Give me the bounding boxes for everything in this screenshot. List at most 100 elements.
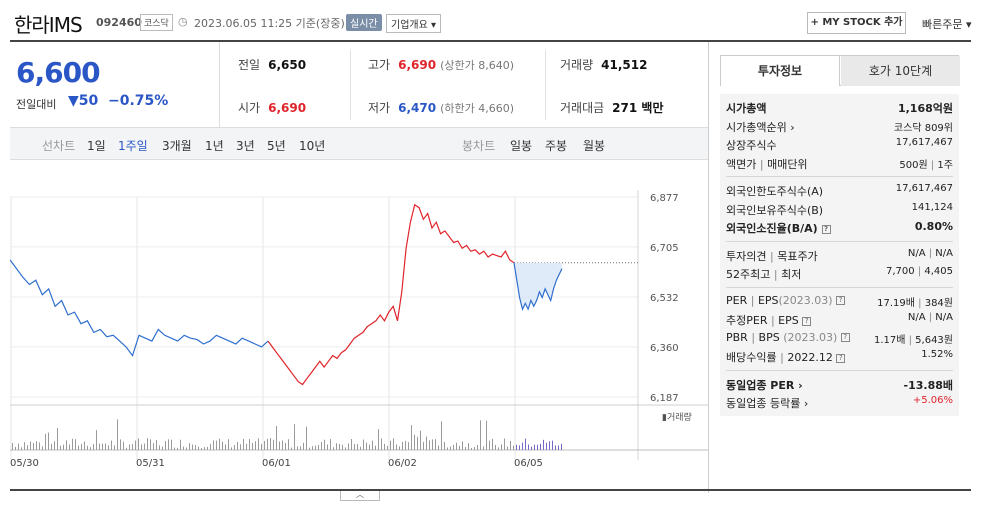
volume-bar bbox=[423, 441, 424, 450]
volume-bar bbox=[555, 445, 556, 450]
volume-bar bbox=[417, 436, 418, 450]
volume-bar bbox=[447, 447, 448, 450]
volume-bar bbox=[348, 443, 349, 450]
tab-weekly[interactable]: 주봉 bbox=[545, 139, 568, 153]
volume-bar bbox=[408, 442, 409, 450]
volume-bar bbox=[210, 443, 211, 450]
volume-bar bbox=[333, 447, 334, 450]
volume-bar bbox=[429, 440, 430, 450]
volume-bar bbox=[276, 426, 277, 450]
volume-bar bbox=[354, 443, 355, 450]
tab-1w[interactable]: 1주일 bbox=[118, 139, 148, 153]
price-series-line bbox=[513, 262, 563, 311]
price-summary: 6,600 전일대비 ▼50 −0.75% bbox=[10, 42, 220, 128]
volume-bar bbox=[51, 443, 52, 450]
volume-bar bbox=[462, 441, 463, 450]
volume-bar bbox=[69, 444, 70, 450]
volume-bar bbox=[222, 441, 223, 450]
volume-bar bbox=[486, 420, 487, 450]
volume-bar bbox=[387, 445, 388, 450]
quick-order-dropdown[interactable]: 빠른주문 ▾ bbox=[922, 18, 972, 31]
volume-bar bbox=[465, 447, 466, 450]
volume-bar bbox=[459, 445, 460, 450]
volume-bar bbox=[84, 441, 85, 450]
volume-bar bbox=[159, 445, 160, 450]
volume-bar bbox=[63, 444, 64, 450]
volume-bar bbox=[456, 442, 457, 450]
volume-bar bbox=[390, 440, 391, 450]
company-overview-dropdown[interactable]: 기업개요 ▾ bbox=[386, 14, 441, 33]
add-mystock-button[interactable]: + MY STOCK 추가 bbox=[807, 12, 906, 34]
realtime-badge[interactable]: 실시간 bbox=[346, 14, 382, 31]
volume-bar bbox=[372, 440, 373, 450]
volume-bar bbox=[507, 446, 508, 450]
tab-daily[interactable]: 일봉 bbox=[510, 139, 533, 153]
volume-bar bbox=[66, 440, 67, 450]
tab-monthly[interactable]: 월봉 bbox=[583, 139, 606, 153]
volume-bar bbox=[288, 439, 289, 450]
current-price: 6,600 bbox=[16, 56, 101, 89]
open-price: 시가 6,690 bbox=[238, 101, 307, 115]
volume-bar bbox=[105, 443, 106, 450]
volume-bar bbox=[510, 440, 511, 450]
volume-bar bbox=[291, 447, 292, 450]
volume-bar bbox=[558, 445, 559, 450]
volume-bar bbox=[324, 439, 325, 450]
price-change: ▼50 bbox=[68, 93, 99, 109]
volume-bar bbox=[330, 439, 331, 450]
volume-bar bbox=[405, 440, 406, 450]
volume-bar bbox=[327, 444, 328, 450]
tab-10y[interactable]: 10년 bbox=[299, 139, 326, 153]
volume-bar bbox=[453, 444, 454, 450]
volume-bar bbox=[312, 446, 313, 450]
price-series-line bbox=[267, 203, 515, 386]
y-tick-label: 6,877 bbox=[650, 193, 679, 204]
volume-bar bbox=[90, 447, 91, 450]
volume-bar bbox=[252, 443, 253, 450]
tab-5y[interactable]: 5년 bbox=[267, 139, 286, 153]
volume-bar bbox=[87, 445, 88, 450]
volume-bar bbox=[216, 440, 217, 450]
volume-bar bbox=[213, 440, 214, 450]
volume-bar bbox=[360, 446, 361, 450]
volume-bar bbox=[414, 434, 415, 450]
volume-bar bbox=[441, 421, 442, 450]
tab-3y[interactable]: 3년 bbox=[236, 139, 255, 153]
y-tick-label: 6,532 bbox=[650, 293, 679, 304]
tab-1d[interactable]: 1일 bbox=[87, 139, 106, 153]
volume-bar bbox=[534, 444, 535, 450]
stock-name: 한라IMS bbox=[14, 13, 83, 37]
volume-bar bbox=[261, 443, 262, 450]
volume-bar bbox=[225, 444, 226, 450]
volume-bar bbox=[546, 442, 547, 450]
volume-bar bbox=[42, 446, 43, 450]
volume-bar bbox=[399, 446, 400, 450]
volume-bar bbox=[57, 427, 58, 450]
tab-3m[interactable]: 3개월 bbox=[162, 139, 192, 153]
volume-bar bbox=[435, 439, 436, 450]
volume-bar bbox=[108, 445, 109, 450]
volume-bar bbox=[525, 438, 526, 450]
volume-bar bbox=[318, 444, 319, 450]
volume-bar bbox=[426, 436, 427, 450]
price-chart[interactable]: 6,877 6,705 6,532 6,360 6,187 05/30 05/31 06/01… bbox=[9, 160, 708, 496]
volume-bar bbox=[489, 440, 490, 450]
volume-bar bbox=[396, 444, 397, 450]
volume-bar bbox=[240, 444, 241, 450]
volume-bar bbox=[264, 440, 265, 450]
volume-bar bbox=[549, 441, 550, 450]
volume-bar bbox=[132, 444, 133, 450]
volume-bar bbox=[30, 441, 31, 450]
volume-bar bbox=[528, 444, 529, 450]
volume-bar bbox=[237, 441, 238, 450]
tab-orderbook-10[interactable]: 호가 10단계 bbox=[841, 56, 960, 86]
tab-invest-info[interactable]: 투자정보 bbox=[721, 56, 840, 86]
collapse-handle[interactable]: ︿ bbox=[340, 491, 380, 501]
candle-chart-label: 봉차트 bbox=[462, 139, 496, 153]
tab-1y[interactable]: 1년 bbox=[205, 139, 224, 153]
volume-bar bbox=[144, 443, 145, 450]
volume-bar bbox=[150, 439, 151, 450]
invest-info-panel: 투자정보 호가 10단계 시가총액 1,168억원 시가총액순위 › 코스닥 809… bbox=[720, 55, 960, 416]
prev-compare-label: 전일대비 bbox=[16, 98, 57, 111]
volume-bar bbox=[99, 443, 100, 450]
